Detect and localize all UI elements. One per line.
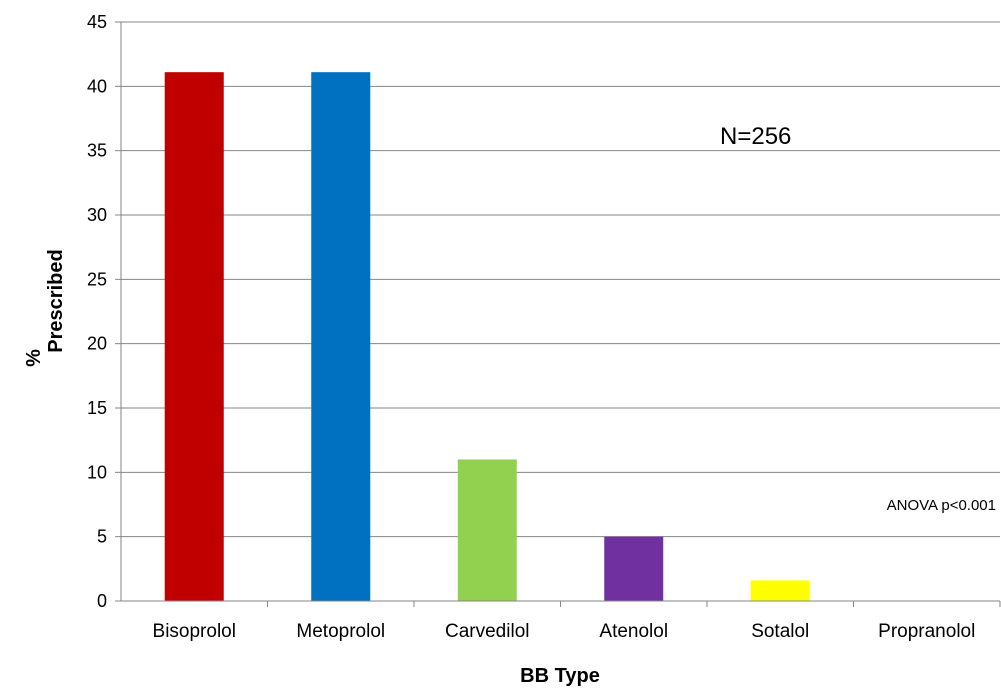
bar-metoprolol: [311, 72, 371, 602]
x-tick-label: Metoprolol: [296, 621, 385, 642]
bar-atenolol: [604, 536, 664, 601]
y-tick-label: 20: [87, 334, 107, 354]
y-tick-label: 10: [87, 462, 107, 482]
gridlines: [121, 21, 1000, 538]
x-tick-label: Atenolol: [599, 621, 668, 642]
y-tick-labels: 0 5 10 15 20 25 30 35 40 45: [87, 12, 107, 611]
anova-annotation: ANOVA p<0.001: [887, 497, 996, 514]
axes: [115, 21, 1001, 607]
y-tick-label: 5: [97, 527, 107, 547]
bar-sotalol: [750, 580, 810, 601]
y-tick-label: 30: [87, 205, 107, 225]
bar-bisoprolol: [164, 72, 224, 602]
sample-size-annotation: N=256: [720, 123, 791, 150]
bar-carvedilol: [457, 459, 517, 601]
y-tick-label: 0: [97, 591, 107, 611]
y-axis-title: % Prescribed: [23, 249, 67, 367]
x-tick-label: Bisoprolol: [153, 621, 236, 642]
x-tick-label: Carvedilol: [445, 621, 529, 642]
y-axis-title-line2: Prescribed: [45, 249, 67, 352]
y-tick-label: 25: [87, 269, 107, 289]
x-tick-label: Sotalol: [751, 621, 809, 642]
x-tick-label: Propranolol: [878, 621, 975, 642]
y-tick-label: 15: [87, 398, 107, 418]
y-tick-label: 40: [87, 76, 107, 96]
y-tick-label: 35: [87, 141, 107, 161]
x-axis-title: BB Type: [520, 665, 600, 687]
y-tick-label: 45: [87, 12, 107, 32]
x-tick-labels: Bisoprolol Metoprolol Carvedilol Atenolol So…: [153, 621, 976, 642]
y-axis-title-line1: %: [23, 349, 45, 367]
bars: [164, 72, 810, 602]
